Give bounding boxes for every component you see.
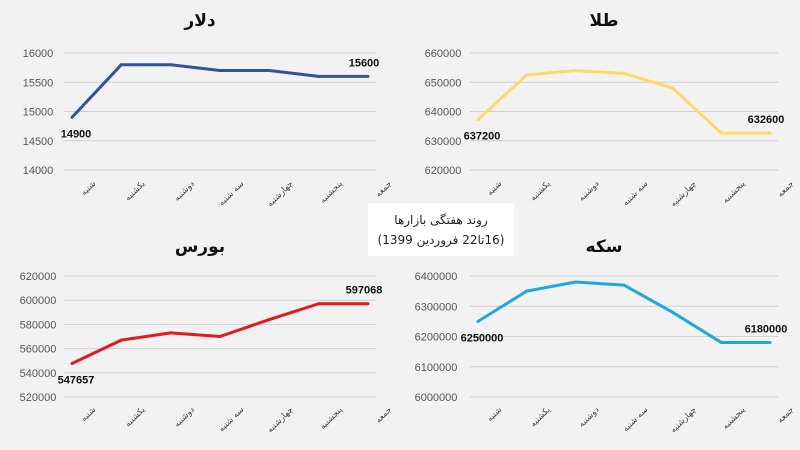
chart-1-point [476, 118, 480, 122]
chart-2-point [267, 318, 271, 322]
chart-2-ytick: 580000 [20, 319, 57, 331]
chart-0-point [317, 74, 321, 78]
chart-3-ytick: 6400000 [415, 271, 458, 283]
chart-0-xtick: دوشنبه [172, 179, 197, 204]
chart-2-point [366, 302, 370, 306]
chart-0-xtick: چهارشنبه [265, 179, 295, 209]
chart-1-xtick: یکشنبه [529, 179, 554, 204]
chart-3-xtick: سه شنبه [621, 405, 650, 434]
chart-0-series-line [70, 63, 368, 119]
chart-0-point [70, 115, 74, 119]
chart-2-data-label: 597068 [346, 285, 383, 297]
chart-1-point [573, 69, 577, 73]
chart-3-xtick: شنبه [485, 405, 504, 424]
chart-2-xtick: پنجشنبه [318, 405, 345, 432]
chart-0-xtick: پنجشنبه [318, 179, 345, 206]
chart-2-xtick: شنبه [79, 405, 98, 424]
chart-0-ytick: 14000 [23, 165, 54, 177]
chart-3-point [671, 310, 675, 314]
chart-2-ytick: 560000 [20, 344, 57, 356]
chart-1-data-label: 637200 [464, 131, 501, 143]
chart-3-point [768, 341, 772, 345]
chart-2-xtick: یکشنبه [123, 405, 148, 430]
chart-0-xtick: جمعه [374, 179, 394, 199]
chart-1-xtick: شنبه [485, 179, 504, 198]
chart-1-xtick: دوشنبه [577, 179, 602, 204]
chart-1-ytick: 660000 [425, 48, 462, 60]
chart-2-point [169, 331, 173, 335]
chart-1-point [719, 131, 723, 135]
chart-0-ytick: 14500 [23, 136, 54, 148]
chart-1-ytick: 620000 [425, 165, 462, 177]
chart-3-data-label: 6180000 [745, 324, 788, 336]
chart-2-point [119, 338, 123, 342]
chart-0-point [267, 69, 271, 73]
chart-3-point [719, 341, 723, 345]
chart-3-series-line [477, 280, 770, 345]
chart-1-point [622, 71, 626, 75]
chart-3-xtick: یکشنبه [529, 405, 554, 430]
chart-2-ytick: 520000 [20, 392, 57, 404]
chart-1-point [671, 86, 675, 90]
chart-3-point [573, 280, 577, 284]
chart-0-xtick: سه شنبه [217, 179, 246, 208]
chart-2-ytick: 540000 [20, 368, 57, 380]
chart-2-ytick: 620000 [20, 271, 57, 283]
chart-1-series-line [476, 69, 770, 135]
chart-2-xtick: جمعه [374, 405, 394, 425]
chart-3-ytick: 6200000 [415, 332, 458, 344]
chart-3-ytick: 6000000 [415, 392, 458, 404]
caption-line-2: (16تا22 فروردین 1399) [377, 232, 505, 247]
chart-2-point [317, 302, 321, 306]
chart-2-point [70, 362, 74, 366]
chart-1-point [525, 73, 529, 77]
chart-0-ytick: 16000 [23, 48, 54, 60]
chart-2-point [218, 335, 222, 338]
chart-1-ytick: 650000 [425, 77, 462, 89]
chart-0-ytick: 15000 [23, 107, 54, 119]
chart-3-ytick: 6300000 [415, 301, 458, 313]
chart-3-xtick: پنجشنبه [721, 405, 748, 432]
chart-2-data-label: 547657 [58, 375, 95, 387]
caption-line-1: روند هفتگی بازارها [394, 212, 488, 227]
chart-0-title: دلار [183, 11, 215, 31]
chart-0-point [119, 63, 123, 67]
chart-3-point [622, 283, 626, 287]
chart-0-point [366, 74, 370, 78]
caption-box: روند هفتگی بازارها (16تا22 فروردین 1399) [368, 203, 514, 256]
chart-3-xtick: چهارشنبه [669, 405, 699, 435]
chart-2-title: بورس [175, 237, 225, 257]
chart-2-series-line [71, 302, 368, 365]
chart-1-title: طلا [590, 11, 619, 31]
chart-3-xtick: جمعه [776, 405, 796, 425]
chart-2-xtick: دوشنبه [172, 405, 197, 430]
chart-1-xtick: سه شنبه [621, 179, 650, 208]
chart-1-xtick: چهارشنبه [669, 179, 699, 209]
chart-2-ytick: 600000 [20, 295, 57, 307]
chart-1-data-label: 632600 [748, 114, 785, 126]
chart-1-ytick: 640000 [425, 107, 462, 119]
chart-3-point [476, 319, 480, 323]
chart-0-point [218, 69, 222, 73]
chart-3-data-label: 6250000 [461, 332, 504, 344]
chart-0-xtick: شنبه [79, 179, 98, 198]
chart-1-xtick: جمعه [776, 179, 796, 199]
chart-2-xtick: چهارشنبه [265, 405, 295, 435]
chart-0-data-label: 15600 [349, 57, 380, 69]
chart-2-xtick: سه شنبه [217, 405, 246, 434]
chart-3-xtick: دوشنبه [577, 405, 602, 430]
chart-1-xtick: پنجشنبه [721, 179, 748, 206]
chart-3-ytick: 6100000 [415, 362, 458, 374]
chart-3-point [525, 289, 529, 293]
chart-3-title: سکه [586, 237, 623, 257]
chart-1-point [768, 131, 772, 135]
chart-0-point [169, 63, 173, 67]
chart-0-xtick: یکشنبه [123, 179, 148, 204]
chart-1-ytick: 630000 [425, 136, 462, 148]
chart-0-data-label: 14900 [61, 128, 92, 140]
chart-0-ytick: 15500 [23, 77, 54, 89]
